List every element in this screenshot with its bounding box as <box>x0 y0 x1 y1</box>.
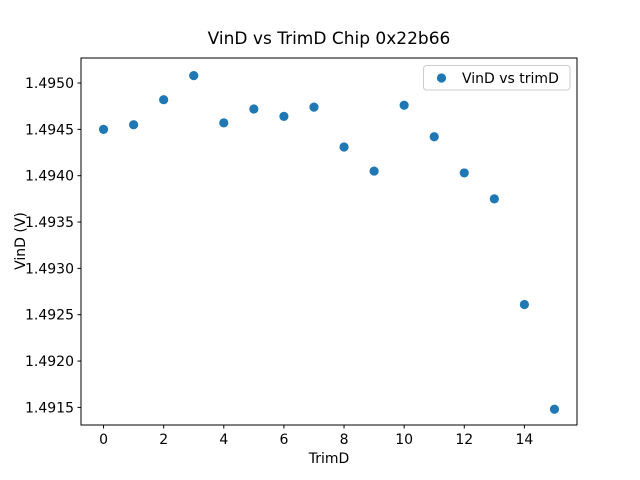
x-tick-label: 2 <box>159 432 168 448</box>
y-tick-label: 1.4940 <box>25 169 74 185</box>
data-point <box>549 404 560 414</box>
y-tick-label: 1.4945 <box>25 122 74 138</box>
x-tick-label: 14 <box>515 432 533 448</box>
axes-border <box>80 57 578 426</box>
y-tick-label: 1.4925 <box>25 308 74 324</box>
y-tick-label: 1.4920 <box>25 354 74 370</box>
legend-label: VinD vs trimD <box>462 71 559 87</box>
y-tick-label: 1.4950 <box>25 76 74 92</box>
x-tick-label: 12 <box>455 432 473 448</box>
data-point <box>189 71 199 81</box>
data-point <box>489 194 499 204</box>
data-point <box>129 120 139 130</box>
y-axis-label: VinD (V) <box>13 212 29 270</box>
x-tick-label: 6 <box>279 432 288 448</box>
x-tick-label: 4 <box>219 432 228 448</box>
data-point <box>339 142 349 152</box>
y-tick-label: 1.4930 <box>25 261 74 277</box>
legend-marker-icon <box>436 73 447 83</box>
y-tick-label: 1.4915 <box>25 400 74 416</box>
x-axis-label: TrimD <box>308 451 350 467</box>
data-point <box>309 102 319 112</box>
data-point <box>279 111 289 121</box>
data-point <box>369 166 379 176</box>
data-point <box>98 124 109 134</box>
data-point <box>459 168 469 178</box>
x-tick-label: 10 <box>395 432 413 448</box>
x-tick-label: 0 <box>99 432 108 448</box>
legend-box <box>423 65 571 91</box>
data-point <box>159 95 169 105</box>
data-point <box>219 118 229 128</box>
data-point <box>249 104 259 114</box>
chart-title: VinD vs TrimD Chip 0x22b66 <box>207 29 451 49</box>
data-point <box>429 132 439 142</box>
data-point <box>519 299 529 310</box>
x-tick-label: 8 <box>340 432 349 448</box>
data-point <box>399 100 409 110</box>
y-tick-label: 1.4935 <box>25 215 74 231</box>
